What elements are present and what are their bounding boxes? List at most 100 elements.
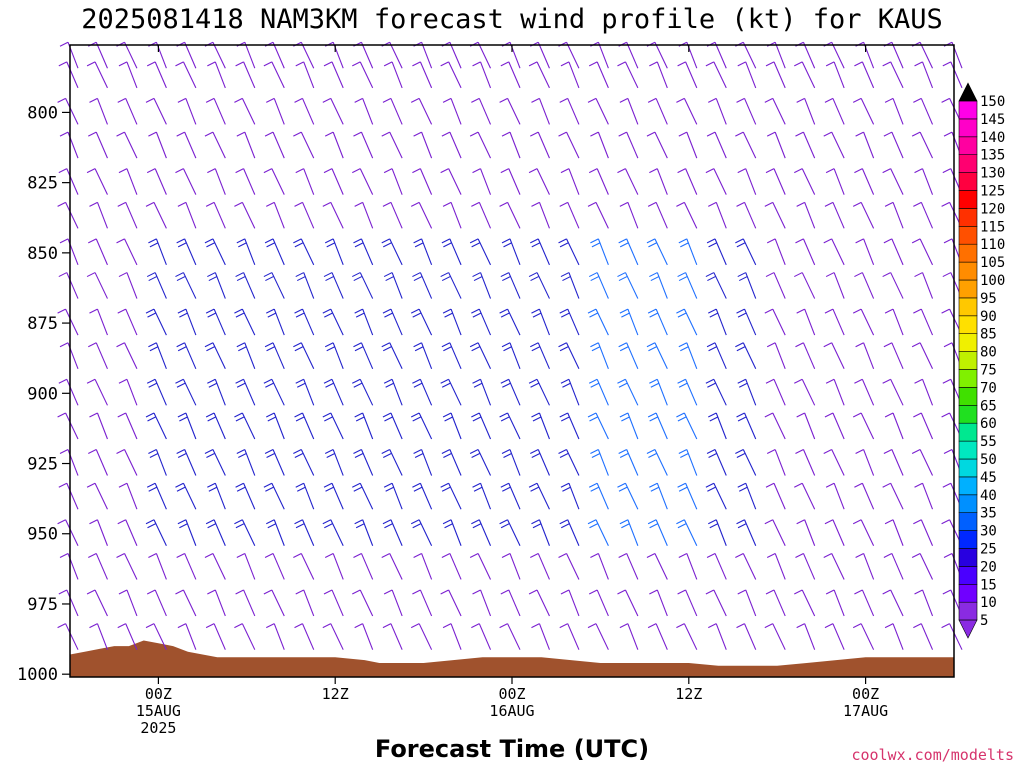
wind-barb-flag (562, 382, 571, 388)
wind-barb-staff (96, 308, 108, 336)
wind-barb-flag (884, 412, 894, 418)
wind-barb-flag (323, 61, 333, 67)
wind-barb-flag (117, 308, 126, 314)
wind-barb-flag (383, 589, 393, 595)
colorbar-label: 105 (980, 255, 1005, 271)
wind-barb-staff (832, 308, 845, 336)
wind-barb-staff (185, 519, 197, 546)
wind-barb-flag (677, 589, 686, 595)
wind-barb-staff (303, 483, 315, 510)
wind-barb-flag (590, 382, 599, 388)
wind-barb-staff (566, 41, 580, 69)
wind-barb-flag (617, 61, 626, 67)
wind-barb-flag (531, 346, 541, 352)
wind-barb-flag (179, 523, 188, 529)
wind-barb-staff (715, 412, 727, 440)
wind-barb-staff (94, 482, 108, 510)
wind-barb-flag (294, 201, 303, 207)
wind-barb-staff (185, 308, 197, 336)
wind-barb-staff (421, 42, 433, 69)
wind-barb-staff (804, 98, 816, 125)
colorbar-label: 20 (980, 559, 997, 575)
wind-barb-staff (185, 623, 197, 650)
wind-barb-staff (389, 449, 403, 476)
wind-barb-flag (206, 346, 215, 352)
wind-barb-flag (794, 272, 803, 278)
wind-barb-staff (745, 272, 757, 299)
wind-barb-flag (58, 168, 68, 174)
wind-barb-staff (125, 308, 138, 336)
wind-barb-flag (678, 552, 688, 558)
wind-barb-flag (205, 519, 215, 525)
wind-barb-staff (626, 449, 639, 476)
wind-barb-flag (352, 378, 361, 384)
wind-barb-flag (176, 238, 185, 244)
wind-barb-flag (882, 61, 891, 67)
wind-barb-flag (678, 276, 688, 282)
wind-barb-flag (381, 552, 390, 558)
wind-barb-staff (804, 623, 816, 650)
wind-barb-flag (381, 449, 390, 455)
wind-barb-flag (59, 552, 69, 558)
wind-barb-flag (737, 378, 746, 384)
wind-barbs (57, 41, 963, 650)
wind-barb-staff (654, 449, 668, 476)
wind-barb-flag (646, 342, 656, 348)
wind-barb-flag (708, 308, 717, 314)
wind-barb-flag (471, 201, 480, 207)
wind-barb-staff (273, 202, 285, 229)
wind-barb-flag (471, 242, 480, 248)
wind-barb-staff (508, 168, 521, 195)
wind-barb-flag (913, 201, 922, 207)
wind-barb-flag (882, 272, 891, 278)
wind-barb-flag (322, 201, 332, 207)
wind-barb-staff (713, 272, 727, 299)
wind-barb-flag (736, 242, 746, 248)
wind-barb-staff (568, 589, 580, 617)
wind-barb-flag (618, 342, 627, 348)
wind-barb-flag (587, 623, 597, 629)
wind-barb-staff (863, 449, 875, 476)
wind-barb-flag (441, 449, 451, 455)
wind-barb-flag (326, 346, 335, 352)
wind-barb-flag (618, 382, 628, 388)
wind-barb-staff (891, 553, 904, 580)
wind-barb-flag (410, 412, 420, 418)
wind-barb-flag (855, 131, 864, 137)
wind-barb-staff (831, 342, 845, 370)
wind-barb-flag (528, 61, 538, 67)
wind-barb-staff (154, 589, 167, 617)
wind-barb-flag (146, 61, 156, 67)
colorbar-swatch (958, 279, 978, 299)
wind-barb-flag (649, 482, 658, 488)
wind-barb-staff (715, 202, 727, 229)
wind-barb-flag (738, 486, 748, 492)
x-tick-label: 16AUG (489, 702, 534, 720)
wind-barb-flag (441, 238, 451, 244)
wind-barb-staff (359, 168, 374, 195)
y-tick-label: 975 (27, 595, 58, 615)
wind-barb-staff (360, 42, 374, 69)
wind-barb-staff (273, 98, 285, 125)
wind-barb-staff (477, 449, 492, 476)
wind-barb-staff (449, 449, 462, 476)
wind-barb-flag (560, 272, 570, 278)
wind-barb-flag (676, 519, 685, 525)
wind-barb-flag (649, 61, 658, 67)
wind-barb-flag (531, 242, 541, 248)
colorbar-swatch (958, 530, 978, 549)
wind-barb-staff (745, 379, 757, 406)
wind-barb-flag (205, 201, 215, 207)
wind-barb-flag (824, 519, 834, 525)
wind-barb-flag (59, 449, 69, 455)
wind-barb-flag (678, 449, 688, 455)
wind-barb-staff (94, 589, 108, 617)
wind-barb-flag (676, 308, 685, 314)
wind-barb-flag (471, 308, 480, 314)
wind-barb-staff (686, 553, 698, 580)
wind-barb-staff (890, 379, 904, 406)
wind-barb-staff (362, 412, 374, 440)
wind-barb-flag (354, 308, 363, 314)
colorbar-low-arrow (958, 619, 978, 639)
